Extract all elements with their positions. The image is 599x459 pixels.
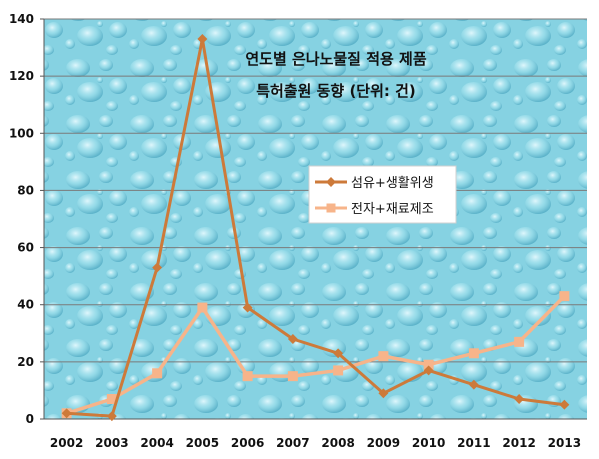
y-tick-label: 0 [26,412,34,426]
data-point [468,379,479,390]
x-tick-label: 2008 [321,436,354,450]
data-point [559,399,570,410]
x-tick-label: 2010 [412,436,445,450]
data-point [423,365,434,376]
legend-box [308,165,457,224]
legend-marker-series-1 [326,177,336,187]
data-point [152,368,163,379]
data-point [287,334,298,344]
y-tick-label: 40 [17,298,34,312]
data-point [514,336,525,347]
y-tick-label: 80 [17,183,34,197]
data-point [152,262,163,273]
series-line [66,37,565,418]
x-tick-label: 2002 [50,436,83,450]
data-point [242,302,253,313]
x-tick-label: 2003 [95,436,128,450]
data-point [468,348,479,359]
y-tick-label: 60 [17,241,34,255]
chart-title-line-2: 특허출원 동향 (단위: 건) [256,82,416,100]
data-point [197,302,208,313]
legend-label-series-2: 전자+재료제조 [351,202,434,217]
data-point [559,291,570,302]
legend-label-series-1: 섬유+생활위생 [351,176,434,191]
chart-title: 연도별 은나노물질 적용 제품 특허출원 동향 (단위: 건) [245,50,426,100]
data-point [423,359,434,370]
chart-title-line-1: 연도별 은나노물질 적용 제품 [245,50,426,68]
x-tick-label: 2004 [140,436,173,450]
x-tick-label: 2006 [231,436,264,450]
x-tick-label: 2007 [276,436,309,450]
series-line [66,294,566,415]
data-point [333,365,344,376]
gridlines [44,18,587,363]
x-tick-label: 2009 [367,436,400,450]
x-tick-label: 2011 [457,436,490,450]
data-point [378,351,389,362]
data-point [242,371,253,382]
data-point [514,394,525,404]
data-point [333,348,344,359]
data-point [378,388,389,399]
data-point [197,34,208,44]
legend: 섬유+생활위생 전자+재료제조 [308,165,457,224]
x-tick-label: 2012 [502,436,535,450]
y-tick-label: 100 [9,126,34,140]
legend-marker-series-2 [326,203,336,213]
data-point [106,394,117,404]
axes: 0 20 40 60 80 100 120 140 2002 2003 2004 2005 2006 20… [9,12,587,450]
series-2 [61,291,570,419]
x-tick-label: 2005 [186,436,219,450]
y-tick-label: 120 [9,69,34,83]
data-point [287,371,298,382]
x-tick-label: 2013 [548,436,581,450]
y-tick-label: 140 [9,12,34,26]
y-tick-label: 20 [17,355,34,369]
